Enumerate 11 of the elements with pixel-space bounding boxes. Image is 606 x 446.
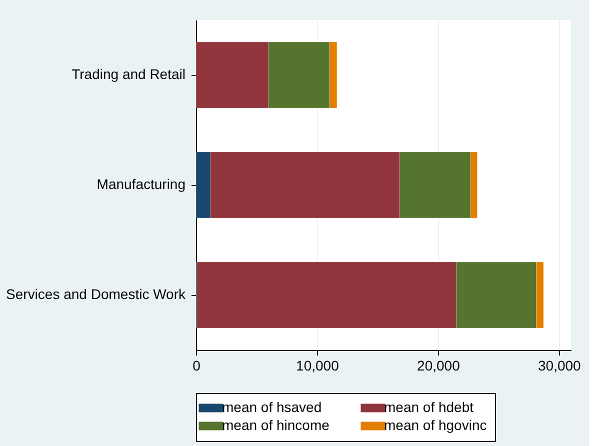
x-tick-label: 30,000 bbox=[538, 358, 582, 374]
legend-label: mean of hsaved bbox=[222, 399, 322, 415]
legend-label: mean of hdebt bbox=[384, 399, 474, 415]
x-tick-label: 10,000 bbox=[296, 358, 340, 374]
legend-label: mean of hincome bbox=[222, 417, 330, 433]
y-tick-label: Trading and Retail bbox=[72, 66, 186, 82]
y-tick-label: Services and Domestic Work bbox=[6, 286, 186, 302]
x-tick-label: 20,000 bbox=[417, 358, 460, 374]
legend-label: mean of hgovinc bbox=[384, 417, 487, 433]
x-tick-label: 0 bbox=[192, 358, 201, 374]
y-tick-label: Manufacturing bbox=[96, 176, 186, 192]
